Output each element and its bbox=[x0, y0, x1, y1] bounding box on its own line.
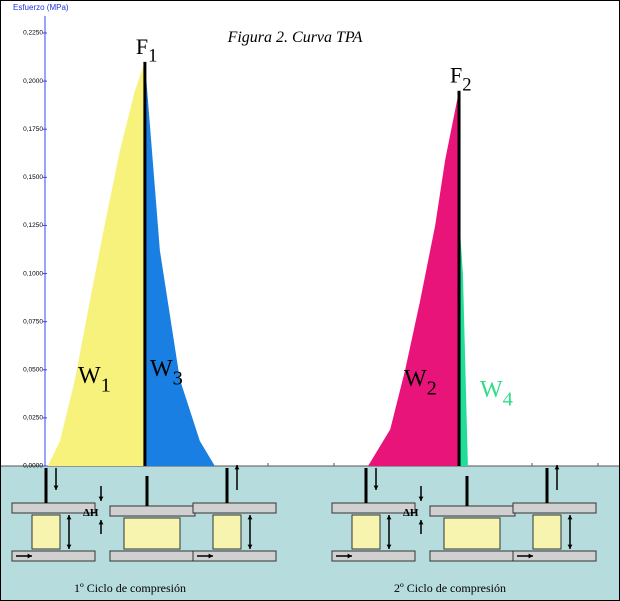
peak-label-main: F bbox=[136, 34, 148, 59]
y-tick-label: 0,1500 bbox=[23, 174, 43, 181]
series-label-sub: 1 bbox=[101, 374, 111, 396]
plate bbox=[430, 506, 515, 516]
plate bbox=[110, 506, 195, 516]
y-tick-label: 0,1250 bbox=[23, 222, 43, 229]
peak-label-main: F bbox=[450, 63, 462, 88]
series-label-main: W bbox=[78, 363, 101, 389]
delta-h: ΔH bbox=[403, 507, 419, 519]
sample bbox=[213, 515, 241, 549]
sample bbox=[124, 518, 180, 549]
sample bbox=[533, 515, 561, 549]
series-label-sub: 2 bbox=[427, 377, 437, 399]
caption: 2º Ciclo de compresión bbox=[394, 581, 506, 595]
y-axis-label: Esfuerzo (MPa) bbox=[13, 3, 69, 12]
chart-title: Figura 2. Curva TPA bbox=[227, 29, 363, 46]
series-label-main: W bbox=[480, 377, 503, 403]
peak-label-sub: 1 bbox=[148, 46, 157, 67]
figure: Esfuerzo (MPa) Figura 2. Curva TPA 1º Ci… bbox=[0, 0, 620, 601]
y-tick-label: 0,0500 bbox=[23, 366, 43, 373]
sample bbox=[352, 515, 380, 549]
plate bbox=[513, 503, 596, 513]
peak-label-sub: 2 bbox=[462, 74, 471, 95]
y-tick-label: 0,0000 bbox=[23, 463, 43, 470]
series-label-main: W bbox=[404, 366, 427, 392]
y-tick-label: 0,2250 bbox=[23, 30, 43, 37]
delta-h: ΔH bbox=[83, 507, 99, 519]
caption: 1º Ciclo de compresión bbox=[74, 581, 186, 595]
series-label-sub: 4 bbox=[503, 388, 513, 410]
y-tick-label: 0,1000 bbox=[23, 270, 43, 277]
y-tick-label: 0,2000 bbox=[23, 78, 43, 85]
sample bbox=[444, 518, 500, 549]
series-label-sub: 3 bbox=[173, 367, 183, 389]
series-label-main: W bbox=[150, 356, 173, 382]
sample bbox=[32, 515, 60, 549]
y-tick-label: 0,1750 bbox=[23, 126, 43, 133]
plate bbox=[430, 551, 515, 561]
plate bbox=[193, 503, 276, 513]
y-tick-label: 0,0250 bbox=[23, 415, 43, 422]
bottom-panel bbox=[1, 466, 619, 600]
plate bbox=[110, 551, 195, 561]
y-tick-label: 0,0750 bbox=[23, 318, 43, 325]
